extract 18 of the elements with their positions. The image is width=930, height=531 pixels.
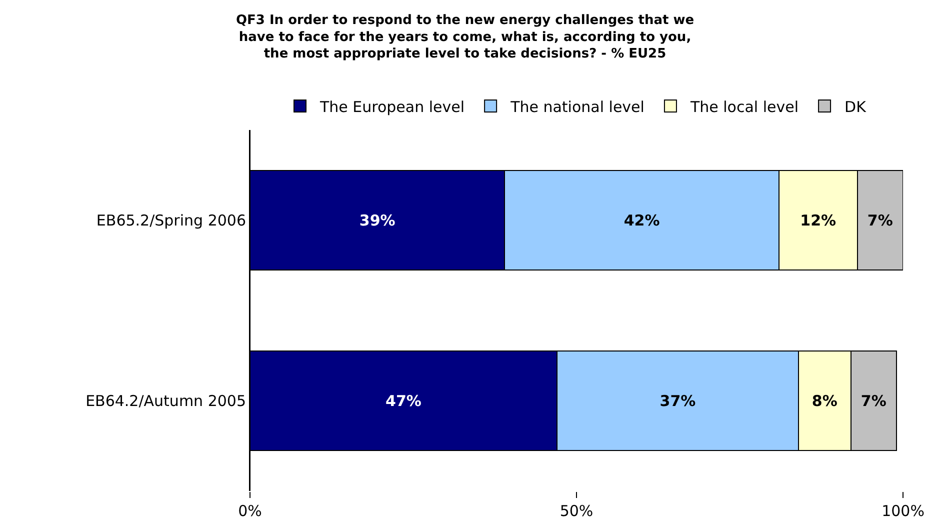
- y-tick-label: EB64.2/Autumn 2005: [86, 392, 246, 410]
- data-label: 8%: [812, 392, 838, 410]
- data-label: 7%: [860, 392, 886, 410]
- legend-label: DK: [844, 98, 868, 116]
- x-tick-label: 50%: [560, 502, 594, 520]
- x-tick-label: 100%: [882, 502, 924, 520]
- legend-label: The national level: [510, 98, 644, 116]
- data-label: 12%: [800, 211, 836, 230]
- data-label: 42%: [624, 211, 660, 230]
- data-label: 37%: [660, 392, 696, 410]
- data-label: 39%: [359, 211, 396, 230]
- chart-title: QF3 In order to respond to the new energy challenges that we have to face for the years to come, what is, according to you, the most appropriate level to take decisions? - % EU25: [236, 12, 694, 62]
- data-label: 7%: [867, 211, 893, 230]
- legend-label: The local level: [689, 98, 799, 116]
- legend-label: The European level: [319, 98, 465, 116]
- x-tick-label: 0%: [238, 502, 262, 520]
- y-tick-label: EB65.2/Spring 2006: [96, 212, 246, 230]
- data-label: 47%: [386, 392, 422, 410]
